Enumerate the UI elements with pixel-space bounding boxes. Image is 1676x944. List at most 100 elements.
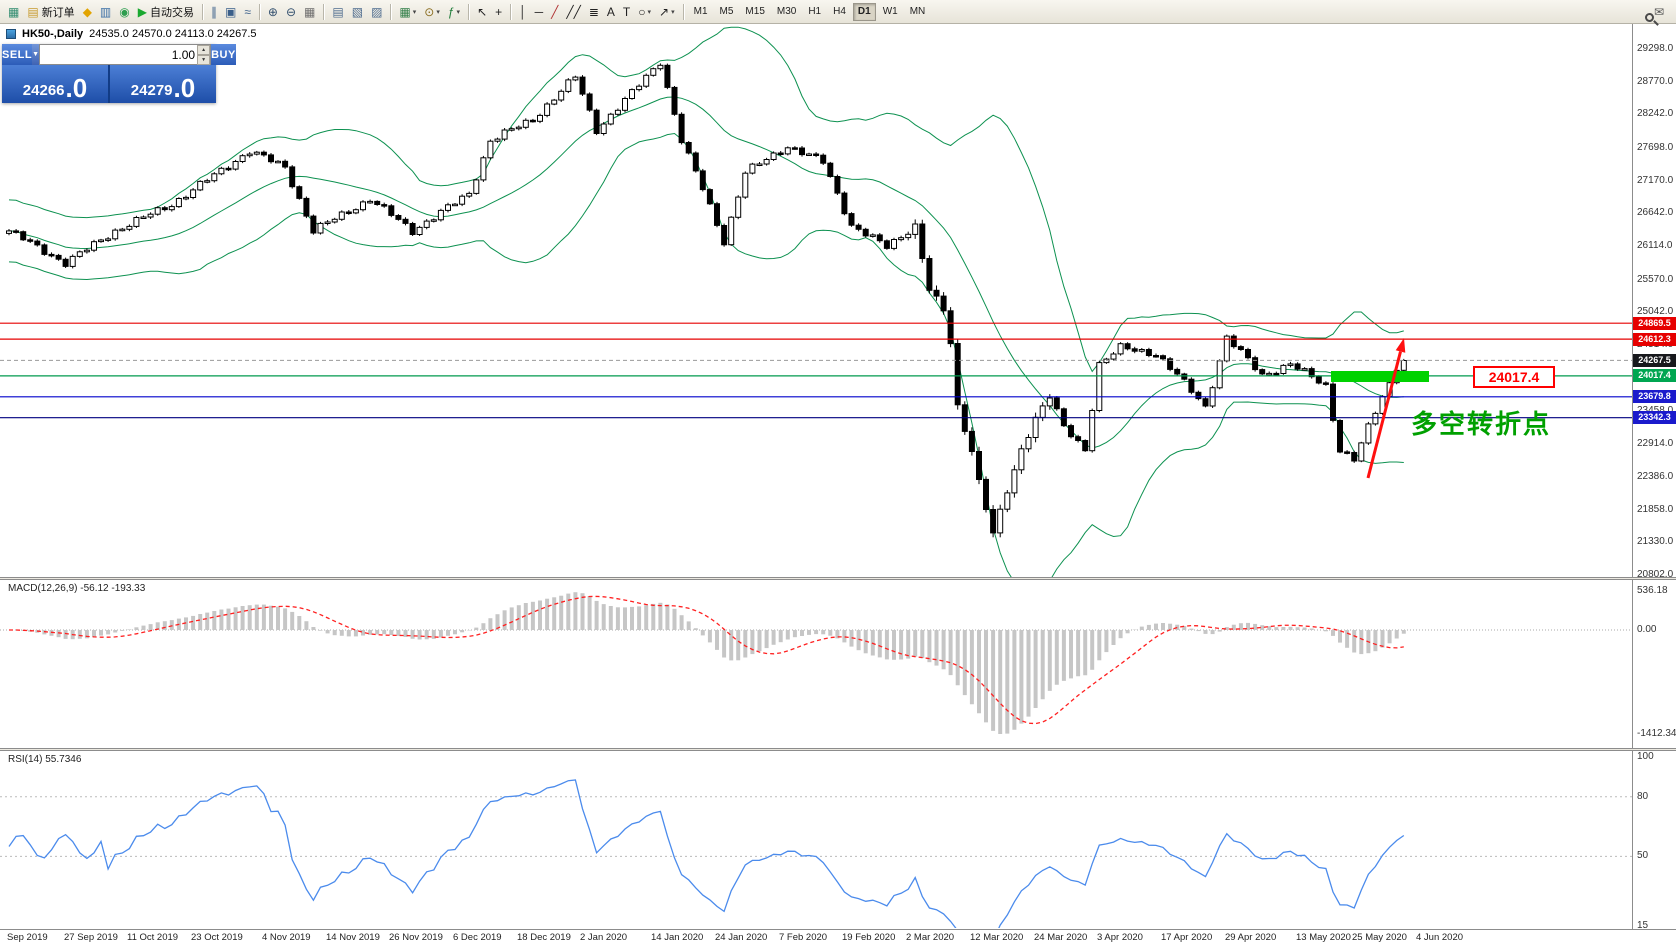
auto-trading-button[interactable]: ▶ 自动交易 xyxy=(134,2,198,22)
date-axis-label: 24 Mar 2020 xyxy=(1034,932,1088,943)
level-annotation-box[interactable]: 24017.4 xyxy=(1473,366,1555,388)
toolbar-separator xyxy=(510,3,512,20)
timeframe-h1[interactable]: H1 xyxy=(803,3,826,21)
volume-down-button[interactable]: ▼ xyxy=(197,55,211,65)
bar-chart-icon: ∥ xyxy=(210,4,217,19)
date-axis-label: 4 Nov 2019 xyxy=(262,932,311,943)
trendline-tool[interactable]: ╱ xyxy=(547,2,562,22)
price-axis-label: 22386.0 xyxy=(1637,471,1674,482)
buy-button[interactable]: BUY xyxy=(211,44,236,65)
price-divider xyxy=(108,65,110,103)
rsi-axis-label: 15 xyxy=(1637,920,1649,931)
terminal-window-button[interactable]: ▦ xyxy=(4,2,23,22)
periods-button[interactable]: ⊙ ▾ xyxy=(420,2,444,22)
crosshair-button[interactable]: + xyxy=(491,2,506,22)
candlestick-chart-button[interactable]: ▣ xyxy=(221,2,240,22)
cascade-windows-button[interactable]: ▧ xyxy=(348,2,367,22)
crosshair-icon: + xyxy=(495,4,503,19)
tile-windows-button[interactable]: ▤ xyxy=(328,2,347,22)
timeframe-d1[interactable]: D1 xyxy=(852,2,876,21)
trend-arrow[interactable] xyxy=(1366,338,1406,479)
fibonacci-icon: ≣ xyxy=(588,4,599,19)
rsi-axis-label: 100 xyxy=(1637,751,1654,762)
dropdown-caret-icon: ▾ xyxy=(647,8,652,16)
date-axis-label: 25 May 2020 xyxy=(1352,932,1407,943)
timeframe-w1[interactable]: W1 xyxy=(878,3,903,21)
price-axis-label: 23458.0 xyxy=(1637,405,1673,416)
zoom-out-button[interactable]: ⊖ xyxy=(282,2,300,22)
timeframe-m5[interactable]: M5 xyxy=(715,3,739,21)
price-axis-label: 21858.0 xyxy=(1637,504,1674,515)
price-axis-label: 27170.0 xyxy=(1637,175,1674,186)
channel-tool[interactable]: ╱╱ xyxy=(562,2,584,22)
indicators-button[interactable]: ƒ ▾ xyxy=(444,2,464,22)
new-chart-button[interactable]: ▦ ▾ xyxy=(395,2,420,22)
volume-up-button[interactable]: ▲ xyxy=(197,45,211,55)
date-axis-label: 6 Dec 2019 xyxy=(453,932,502,943)
date-axis-label: 24 Jan 2020 xyxy=(715,932,768,943)
candlestick-icon: ▣ xyxy=(224,4,237,19)
volume-field: ▲ ▼ xyxy=(39,44,212,65)
new-order-button[interactable]: ▤ 新订单 xyxy=(23,2,78,22)
notifications-button[interactable]: ✉ xyxy=(1654,3,1664,21)
price-axis-line xyxy=(1632,24,1633,929)
profiles-button[interactable]: ◆ xyxy=(79,2,96,22)
shapes-tool[interactable]: ○ ▾ xyxy=(634,2,655,22)
arrange-windows-button[interactable]: ▨ xyxy=(367,2,386,22)
volume-input[interactable] xyxy=(40,45,198,64)
timeframe-m15[interactable]: M15 xyxy=(740,3,769,21)
sell-options-dropdown[interactable]: ▼ xyxy=(32,44,40,65)
timeframe-h4[interactable]: H4 xyxy=(828,3,851,21)
sell-button[interactable]: SELL xyxy=(2,44,33,65)
charts-icon: ▥ xyxy=(99,4,112,19)
chart-ohlc-values: 24535.0 24570.0 24113.0 24267.5 xyxy=(89,28,257,40)
support-highlight-rect[interactable] xyxy=(1331,371,1429,382)
dropdown-caret-icon: ▾ xyxy=(456,8,461,16)
turning-point-annotation[interactable]: 多空转折点 xyxy=(1411,409,1552,439)
timeframe-m30[interactable]: M30 xyxy=(772,3,801,21)
macd-pane-separator[interactable] xyxy=(0,577,1676,580)
date-axis-label: 14 Nov 2019 xyxy=(326,932,380,943)
timeframe-m1[interactable]: M1 xyxy=(689,3,713,21)
charts-button[interactable]: ▥ xyxy=(96,2,115,22)
cursor-button[interactable]: ↖ xyxy=(473,2,491,22)
data-window-icon: ◉ xyxy=(119,4,130,19)
bollinger-bands xyxy=(8,26,1404,577)
label-tool[interactable]: T xyxy=(619,2,634,22)
price-axis-label: 20802.0 xyxy=(1637,569,1674,580)
buy-price-display[interactable]: 24279 .0 xyxy=(110,65,216,103)
one-click-trading-panel: SELL ▼ ▲ ▼ BUY 24266 .0 24279 .0 xyxy=(2,44,236,103)
date-axis-label: 27 Sep 2019 xyxy=(64,932,118,943)
macd-pane xyxy=(0,592,1632,734)
price-axis-label: 21330.0 xyxy=(1637,536,1674,547)
line-chart-button[interactable]: ≈ xyxy=(240,2,255,22)
rsi-pane-separator[interactable] xyxy=(0,748,1676,751)
vertical-line-tool[interactable]: │ xyxy=(515,2,531,22)
horizontal-line-tool[interactable]: ─ xyxy=(531,2,548,22)
clock-icon: ⊙ xyxy=(424,4,435,19)
rsi-indicator-label: RSI(14) 55.7346 xyxy=(8,754,82,765)
zoom-in-button[interactable]: ⊕ xyxy=(264,2,282,22)
horizontal-level-lines[interactable] xyxy=(0,322,1632,419)
arrows-tool[interactable]: ↗ ▾ xyxy=(655,2,679,22)
grid-button[interactable]: ▦ xyxy=(300,2,319,22)
price-tag-24017-4: 24017.4 xyxy=(1633,369,1676,382)
date-axis-label: 12 Mar 2020 xyxy=(970,932,1024,943)
tile-windows-icon: ▤ xyxy=(332,4,344,19)
toolbar-right-icons: ✉ xyxy=(1644,3,1672,26)
sell-price-display[interactable]: 24266 .0 xyxy=(2,65,108,103)
date-axis-label: 14 Jan 2020 xyxy=(651,932,704,943)
sell-price-main: 24266 xyxy=(22,81,65,99)
fibonacci-tool[interactable]: ≣ xyxy=(585,2,603,22)
chart-symbol-period: HK50-,Daily xyxy=(22,28,84,40)
bar-chart-button[interactable]: ∥ xyxy=(207,2,221,22)
data-window-button[interactable]: ◉ xyxy=(115,2,133,22)
date-axis-label: 7 Feb 2020 xyxy=(779,932,828,943)
timeframe-mn[interactable]: MN xyxy=(905,3,931,21)
price-axis-label: 29298.0 xyxy=(1637,43,1674,54)
dropdown-caret-icon: ▾ xyxy=(412,8,417,16)
text-tool[interactable]: A xyxy=(603,2,619,22)
profile-diamond-icon: ◆ xyxy=(82,4,92,19)
line-chart-icon: ≈ xyxy=(244,4,251,19)
